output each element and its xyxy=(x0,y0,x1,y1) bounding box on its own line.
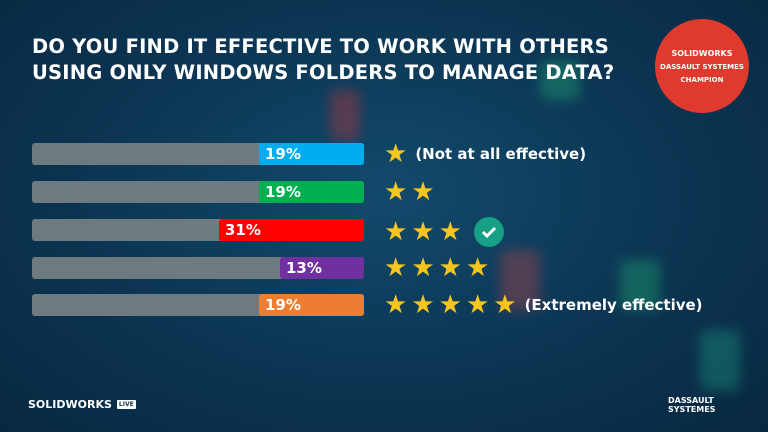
star-icon: ★ xyxy=(438,253,462,283)
bg-blob xyxy=(620,260,660,310)
star-icon: ★ xyxy=(465,290,490,320)
badge-company: DASSAULT SYSTEMES xyxy=(660,62,744,71)
star-icon: ★ xyxy=(384,217,408,247)
dassault-logo: DASSAULT SYSTEMES xyxy=(668,396,748,414)
bg-blob xyxy=(500,250,540,310)
bg-blob xyxy=(540,60,580,100)
title-line: USING ONLY WINDOWS FOLDERS TO MANAGE DAT… xyxy=(32,61,615,84)
star-icon: ★ xyxy=(384,139,408,169)
bar-label: 19% xyxy=(265,145,301,163)
star-rating: ★ ★ ★ xyxy=(384,217,512,247)
rating-annotation: (Not at all effective) xyxy=(415,145,587,163)
star-icon: ★ xyxy=(411,253,435,283)
badge-brand: SOLIDWORKS xyxy=(671,48,733,58)
star-icon: ★ xyxy=(411,290,435,320)
bar-row: 19% ★ (Not at all effective) xyxy=(32,141,732,167)
title-line: DO YOU FIND IT EFFECTIVE TO WORK WITH OT… xyxy=(32,35,609,58)
bar-row: 19% ★ ★ xyxy=(32,179,732,205)
star-icon: ★ xyxy=(384,177,408,207)
star-icon: ★ xyxy=(465,253,490,283)
bar-fill: 19% xyxy=(259,294,364,316)
star-rating: ★ ★ ★ ★ xyxy=(384,255,497,281)
bar-row: 31% ★ ★ ★ xyxy=(32,217,732,247)
bar-label: 19% xyxy=(265,296,301,314)
footer-company: DASSAULT SYSTEMES xyxy=(668,396,716,414)
footer-brand: SOLIDWORKS xyxy=(28,398,112,411)
badge-text: CHAMPION xyxy=(680,75,724,84)
star-rating: ★ ★ xyxy=(384,179,443,205)
bar-label: 19% xyxy=(265,183,301,201)
rating-annotation: (Extremely effective) xyxy=(524,296,703,314)
star-icon: ★ xyxy=(384,290,408,320)
bar-track: 19% xyxy=(32,143,364,165)
bar-row: 19% ★ ★ ★ ★ ★ (Extremely effective) xyxy=(32,292,732,318)
check-circle-icon xyxy=(473,217,504,247)
bar-label: 13% xyxy=(286,259,322,277)
star-rating: ★ (Not at all effective) xyxy=(384,141,586,167)
bar-fill: 19% xyxy=(259,143,364,165)
bar-fill: 31% xyxy=(219,219,364,241)
bar-track: 31% xyxy=(32,219,364,241)
bar-row: 13% ★ ★ ★ ★ xyxy=(32,255,732,281)
bar-track: 13% xyxy=(32,257,364,279)
star-icon: ★ xyxy=(438,290,462,320)
star-rating: ★ ★ ★ ★ ★ (Extremely effective) xyxy=(384,292,703,318)
bar-label: 31% xyxy=(225,221,261,239)
solidworks-live-logo: SOLIDWORKS LIVE xyxy=(28,398,136,411)
star-icon: ★ xyxy=(493,290,517,320)
bg-blob xyxy=(700,330,740,390)
star-icon: ★ xyxy=(384,253,408,283)
bg-blob xyxy=(330,90,360,140)
live-tag: LIVE xyxy=(116,400,136,409)
star-icon: ★ xyxy=(438,217,462,247)
bar-fill: 13% xyxy=(280,257,364,279)
bar-track: 19% xyxy=(32,294,364,316)
star-icon: ★ xyxy=(411,177,435,207)
champion-badge: SOLIDWORKS DASSAULT SYSTEMES CHAMPION xyxy=(658,22,746,110)
question-title: DO YOU FIND IT EFFECTIVE TO WORK WITH OT… xyxy=(32,34,614,86)
bar-track: 19% xyxy=(32,181,364,203)
bar-fill: 19% xyxy=(259,181,364,203)
star-icon: ★ xyxy=(411,217,435,247)
